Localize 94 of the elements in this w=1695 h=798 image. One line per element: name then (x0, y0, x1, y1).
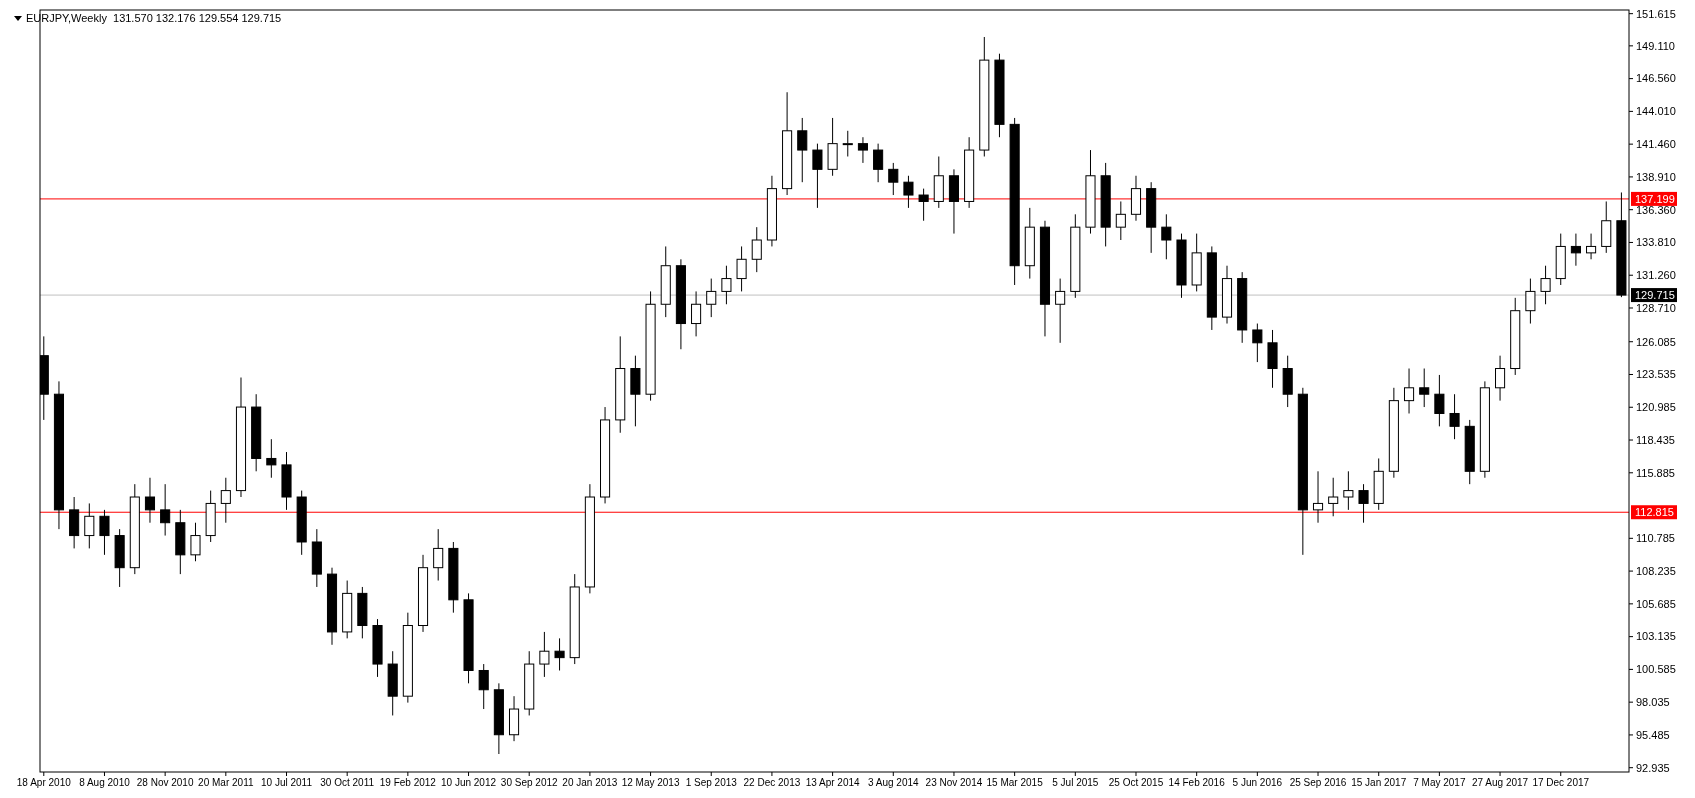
y-tick-label: 138.910 (1636, 170, 1676, 183)
candlestick (1055, 278, 1066, 344)
candlestick (797, 117, 808, 183)
ref-line-label: 137.199 (1635, 192, 1675, 205)
candlestick (812, 143, 823, 209)
x-tick-label: 15 Jan 2017 (1351, 777, 1407, 788)
candlestick (1419, 368, 1430, 408)
x-tick-label: 15 Mar 2015 (986, 777, 1044, 788)
y-tick-label: 151.615 (1636, 7, 1676, 20)
x-tick-label: 14 Feb 2016 (1168, 777, 1226, 788)
y-tick-label: 92.935 (1636, 761, 1670, 774)
candlestick (160, 483, 171, 537)
candlestick (539, 631, 550, 678)
candlestick (1495, 355, 1506, 402)
candlestick (1570, 233, 1581, 267)
candlestick (433, 528, 444, 582)
candlestick (1434, 374, 1445, 427)
y-tick-label: 100.585 (1636, 663, 1676, 676)
x-tick-label: 20 Jan 2013 (562, 777, 618, 788)
x-tick-label: 1 Sep 2013 (685, 777, 738, 788)
x-tick-label: 22 Dec 2013 (743, 777, 801, 788)
candlestick (1586, 233, 1597, 260)
x-tick-label: 5 Jun 2016 (1232, 777, 1283, 788)
candlestick (918, 188, 929, 222)
y-tick-label: 105.685 (1636, 597, 1676, 610)
y-tick-label: 128.710 (1636, 301, 1676, 314)
y-tick-label: 133.810 (1636, 236, 1676, 249)
x-tick-label: 30 Oct 2011 (320, 777, 375, 788)
y-tick-label: 136.360 (1636, 203, 1676, 216)
candlestick (691, 290, 702, 337)
x-tick-label: 10 Jun 2012 (441, 777, 497, 788)
candlestick (144, 477, 156, 524)
candlestick (721, 265, 732, 305)
y-tick-label: 149.110 (1636, 39, 1675, 52)
y-tick-label: 98.035 (1636, 696, 1670, 709)
candlestick (1161, 213, 1172, 260)
y-tick-label: 120.985 (1636, 401, 1676, 414)
candlestick (478, 663, 489, 710)
x-tick-label: 7 May 2017 (1413, 777, 1466, 788)
x-tick-label: 27 Aug 2017 (1471, 777, 1529, 788)
y-tick-label: 108.235 (1636, 564, 1676, 577)
ref-line-label: 112.815 (1635, 506, 1674, 519)
candlestick (857, 136, 868, 164)
candlestick (220, 477, 231, 524)
y-tick-label: 110.785 (1636, 532, 1675, 545)
candlestick (751, 226, 762, 273)
x-tick-label: 18 Apr 2010 (16, 777, 72, 788)
x-tick-label: 5 Jul 2015 (1052, 777, 1099, 788)
y-tick-label: 144.010 (1636, 105, 1676, 118)
candlestick (1312, 470, 1324, 524)
y-tick-label: 126.085 (1636, 335, 1676, 348)
x-tick-label: 28 Nov 2010 (136, 777, 194, 788)
x-tick-label: 25 Oct 2015 (1108, 777, 1164, 788)
candlestick (266, 438, 277, 479)
candlestick (1115, 200, 1126, 241)
x-tick-label: 23 Nov 2014 (925, 777, 983, 788)
candlestick (736, 245, 747, 292)
y-tick-label: 141.460 (1636, 138, 1676, 150)
x-tick-label: 12 May 2013 (621, 777, 680, 788)
y-tick-label: 146.560 (1636, 72, 1676, 85)
candlestick (888, 162, 899, 196)
y-tick-label: 123.535 (1636, 368, 1676, 381)
x-tick-label: 3 Aug 2014 (867, 777, 920, 788)
y-tick-label: 95.485 (1636, 728, 1670, 741)
y-tick-label: 131.260 (1636, 269, 1676, 282)
x-tick-label: 10 Jul 2011 (261, 777, 313, 788)
candlestick (842, 130, 853, 157)
candlestick (1449, 393, 1460, 440)
candlestick (554, 637, 565, 671)
x-tick-label: 17 Dec 2017 (1532, 777, 1590, 788)
y-tick-label: 118.435 (1636, 433, 1675, 446)
candlestick (1525, 278, 1536, 325)
candlestick (190, 522, 201, 562)
candlestick (1328, 477, 1339, 517)
x-tick-label: 8 Aug 2010 (79, 777, 131, 788)
x-tick-label: 20 Mar 2011 (198, 777, 254, 788)
candlestick (1343, 470, 1354, 511)
candlestick (903, 175, 914, 209)
y-tick-label: 103.135 (1636, 630, 1676, 643)
candlestick (1403, 368, 1415, 414)
candlestick (1358, 483, 1369, 524)
candlestick (1252, 323, 1263, 363)
x-tick-label: 19 Feb 2012 (379, 777, 437, 788)
candlestick (706, 278, 717, 318)
candlestick (873, 143, 884, 183)
ref-line-label: 129.715 (1635, 288, 1675, 301)
candlestick (99, 509, 110, 556)
candlestick (1540, 265, 1551, 305)
y-tick-label: 115.885 (1636, 466, 1675, 479)
chart-title: EURJPY,Weekly 131.570 132.176 129.554 129.715 (26, 12, 282, 24)
candlestick (84, 502, 95, 549)
x-tick-label: 13 Apr 2014 (805, 777, 861, 788)
x-tick-label: 30 Sep 2012 (500, 777, 559, 788)
x-tick-label: 25 Sep 2016 (1289, 777, 1347, 788)
